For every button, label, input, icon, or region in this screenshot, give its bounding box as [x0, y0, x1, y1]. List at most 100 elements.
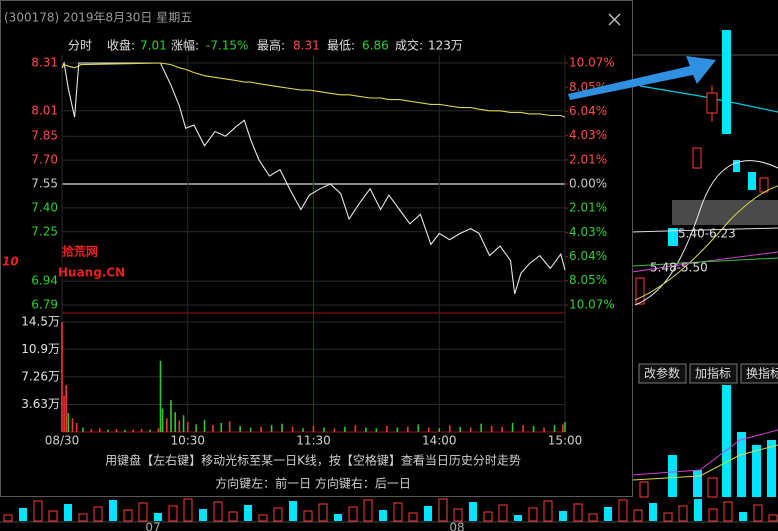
bg-strip-bar — [228, 511, 238, 522]
y-tick-label: 7.25 — [31, 224, 58, 238]
bg-strip-bar — [3, 514, 13, 522]
volume-bar — [354, 425, 357, 432]
bg-strip-bar — [604, 507, 612, 521]
volume-bar — [323, 427, 325, 432]
volume-bar — [98, 428, 101, 432]
bg-strip-bar — [694, 499, 702, 521]
bg-vol — [737, 432, 746, 497]
volume-bar — [61, 322, 63, 432]
volume-bar — [396, 427, 399, 432]
volume-bar — [480, 423, 482, 432]
bg-label: 5.40-6.23 — [678, 227, 736, 241]
bg-strip-bar — [213, 501, 223, 522]
volume-bar — [159, 360, 162, 432]
bg-strip-bar — [303, 510, 313, 522]
low-label: 最低: — [327, 39, 355, 53]
bg-ma — [634, 185, 778, 301]
volume-bar — [157, 428, 160, 432]
bg-strip-bar — [438, 498, 448, 522]
bg-strip-bar — [408, 512, 418, 522]
button[interactable]: 换指标 — [746, 366, 778, 381]
volume-bar — [75, 422, 78, 432]
bg-ma — [631, 257, 778, 267]
volume-bar — [67, 413, 70, 432]
high-label: 最高: — [257, 38, 285, 53]
volume-bar — [562, 424, 564, 432]
bg-strip-bar — [768, 514, 778, 522]
x-tick-label: 11:30 — [296, 434, 331, 448]
bg-vol — [767, 440, 776, 497]
bg-vol — [752, 445, 761, 497]
change-value: -7.15% — [206, 39, 248, 53]
y-tick-label: 6.94 — [31, 274, 58, 288]
volume-bar — [115, 428, 118, 432]
volume-bar — [65, 384, 67, 432]
y-tick-label: 14.5万 — [21, 315, 60, 329]
low-value: 6.86 — [362, 39, 389, 53]
volume-bar — [249, 427, 252, 432]
bg-strip-bar — [649, 503, 657, 521]
bg-strip-bar — [78, 513, 88, 522]
popup-window — [0, 0, 633, 497]
change-label: 涨幅: — [171, 38, 199, 53]
button[interactable]: 改参数 — [644, 366, 680, 381]
volume-bar — [386, 425, 388, 432]
month-label: 07 — [145, 521, 160, 531]
bg-strip-bar — [753, 504, 763, 522]
volume-bar — [417, 424, 420, 432]
bg-strip-bar — [93, 506, 103, 522]
volume-bar — [270, 425, 273, 432]
volume-bar — [82, 427, 84, 432]
watermark-domain: Huang.CN — [58, 266, 125, 280]
volume-bar — [365, 427, 367, 432]
volume-bar — [291, 426, 294, 432]
bg-strip-bar — [633, 509, 643, 522]
bg-vol — [668, 455, 677, 497]
volume-bar — [178, 420, 181, 432]
background-texts: 5.40-6.23 5.48-5.50 改参数 加指标 换指标 07 08 — [145, 227, 778, 531]
volume-bar — [182, 415, 185, 432]
bg-strip-bar — [48, 510, 58, 522]
volume-bar — [165, 418, 168, 432]
button-frame[interactable] — [740, 363, 778, 384]
bg-strip-bar — [739, 512, 747, 521]
button[interactable]: 加指标 — [695, 366, 731, 381]
bg-strip-bar — [123, 509, 133, 522]
bg-strip-bar — [168, 505, 178, 522]
price-line — [61, 61, 566, 295]
info-bar: 分时 收盘: 7.01 涨幅: -7.15% 最高: 8.31 最低: 6.86… — [68, 38, 463, 53]
close-button[interactable] — [608, 13, 621, 26]
volume-bar — [427, 427, 430, 432]
bg-candle — [733, 160, 740, 172]
y2-tick-label: 10.07% — [569, 298, 615, 312]
button-frame[interactable] — [638, 363, 687, 384]
volume-bar — [448, 425, 451, 432]
volume-bar — [459, 426, 462, 432]
volume-bar — [501, 426, 503, 432]
volume-bar — [312, 425, 315, 432]
bg-strip-bar — [663, 512, 673, 522]
volume-bar — [375, 428, 378, 432]
bg-ma — [631, 227, 778, 233]
bg-strip-bar — [573, 503, 583, 522]
bg-trend — [639, 85, 778, 113]
bg-strip-bar — [154, 513, 162, 521]
y2-tick-label: 4.03% — [569, 225, 607, 239]
bg-strip-bar — [244, 505, 252, 521]
bg-strip-bar — [618, 499, 628, 522]
y2-tick-label: 0.00% — [569, 177, 607, 191]
bg-strip-bar — [588, 513, 598, 522]
bg-candle — [668, 228, 678, 246]
watermark-logo: 10 — [2, 255, 19, 269]
bg-candle — [706, 92, 718, 114]
button-frame[interactable] — [689, 363, 738, 384]
close-icon[interactable] — [608, 13, 621, 26]
x-tick-label: 10:30 — [170, 434, 205, 448]
volume-bar — [564, 422, 566, 432]
bg-candle — [722, 30, 731, 134]
bg-strip-bar — [64, 504, 72, 521]
y-tick-label: 8.31 — [31, 56, 58, 70]
intraday-chart: 8.31 8.01 7.85 7.70 7.55 7.40 7.25 6.94 6.79 10.0… — [21, 55, 615, 448]
bottom-strip — [3, 498, 778, 522]
bg-band — [672, 200, 778, 225]
